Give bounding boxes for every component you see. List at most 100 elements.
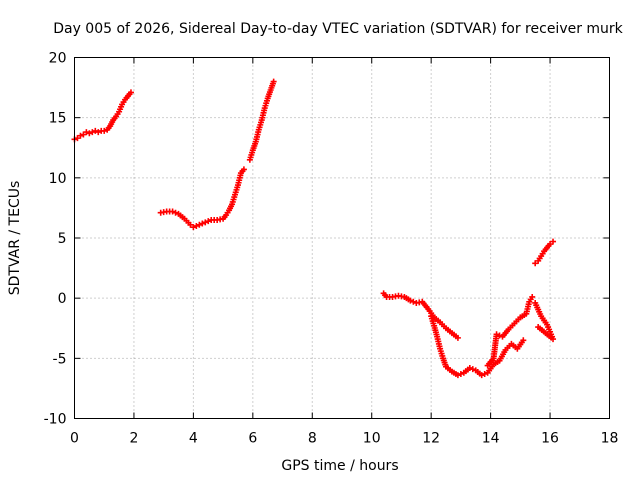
data-point	[263, 97, 270, 104]
data-point	[89, 129, 96, 136]
data-point	[258, 119, 265, 126]
x-tick-label: 18	[601, 431, 619, 447]
data-point	[435, 317, 442, 324]
x-tick-label: 8	[308, 431, 317, 447]
data-point	[539, 250, 546, 257]
y-tick-label: -5	[53, 351, 67, 367]
series-segment-1	[71, 89, 134, 143]
data-point	[224, 209, 231, 216]
data-point	[382, 292, 389, 299]
data-point	[255, 129, 262, 136]
x-tick-label: 16	[541, 431, 559, 447]
data-point	[501, 349, 508, 356]
data-point	[521, 312, 528, 319]
data-point	[481, 370, 488, 377]
data-point	[494, 358, 501, 365]
data-point	[442, 361, 449, 368]
data-point	[111, 115, 118, 122]
data-point	[193, 222, 200, 229]
y-tick-label: 5	[58, 231, 67, 247]
y-tick-label: 0	[58, 291, 67, 307]
data-point	[398, 293, 405, 300]
data-point	[239, 168, 246, 175]
data-point	[439, 352, 446, 359]
data-point	[446, 366, 453, 373]
data-point	[234, 184, 241, 191]
data-point	[386, 293, 393, 300]
data-point	[546, 326, 553, 333]
data-point	[160, 209, 167, 216]
data-point	[202, 219, 209, 226]
plot-frame	[74, 57, 610, 419]
data-points	[71, 78, 557, 379]
data-point	[433, 331, 440, 338]
data-point	[452, 333, 459, 340]
series-segment-6	[484, 293, 536, 369]
chart-title: Day 005 of 2026, Sidereal Day-to-day VTE…	[53, 21, 623, 37]
data-point	[228, 203, 235, 210]
y-axis-title: SDTVAR / TECUs	[7, 181, 23, 296]
series-segment-2	[157, 166, 247, 231]
x-tick-label: 4	[189, 431, 198, 447]
data-point	[503, 328, 510, 335]
data-point	[217, 216, 224, 223]
data-point	[446, 328, 453, 335]
x-tick-label: 10	[363, 431, 381, 447]
series-segment-8	[532, 238, 557, 267]
data-point	[405, 296, 412, 303]
data-point	[536, 255, 543, 262]
data-point	[518, 339, 525, 346]
data-point	[493, 333, 500, 340]
data-point	[436, 343, 443, 350]
x-tick-label: 14	[482, 431, 500, 447]
axes: 0 2 4 6 8 10 12 14 16 18 -10 -5 0 5 10 15 20	[44, 51, 619, 447]
data-point	[252, 140, 259, 147]
data-point	[392, 293, 399, 300]
data-point	[172, 209, 179, 216]
data-point	[123, 94, 130, 101]
x-tick-label: 0	[70, 431, 79, 447]
data-point	[266, 89, 273, 96]
y-tick-label: 20	[49, 51, 67, 67]
series-segment-5	[428, 313, 527, 379]
data-point	[205, 218, 212, 225]
data-point	[545, 242, 552, 249]
data-point	[92, 127, 99, 134]
data-point	[489, 357, 496, 364]
data-point	[537, 325, 544, 332]
data-point	[105, 124, 112, 131]
data-point	[441, 323, 448, 330]
series-segment-7	[532, 299, 557, 343]
y-tick-label: 10	[49, 171, 67, 187]
x-axis-title: GPS time / hours	[281, 458, 398, 474]
data-point	[509, 322, 516, 329]
data-point	[231, 194, 238, 201]
data-point	[249, 149, 256, 156]
data-point	[101, 127, 108, 134]
x-tick-label: 2	[129, 431, 138, 447]
data-point	[114, 111, 121, 118]
data-point	[416, 299, 423, 306]
data-point	[237, 172, 244, 179]
data-point	[86, 130, 93, 137]
y-tick-label: 15	[49, 111, 67, 127]
data-point	[537, 311, 544, 318]
grid	[74, 57, 610, 419]
x-tick-label: 12	[422, 431, 440, 447]
y-tick-label: -10	[44, 412, 67, 428]
data-point	[199, 220, 206, 227]
data-point	[542, 319, 549, 326]
data-point	[430, 320, 437, 327]
data-point	[109, 119, 116, 126]
data-point	[185, 219, 192, 226]
data-point	[166, 208, 173, 215]
data-point	[527, 296, 534, 303]
data-point	[196, 221, 203, 228]
data-point	[525, 301, 532, 308]
data-point	[457, 370, 464, 377]
data-point	[423, 304, 430, 311]
series-segment-4	[380, 290, 461, 341]
data-point	[515, 316, 522, 323]
data-point	[542, 246, 549, 253]
